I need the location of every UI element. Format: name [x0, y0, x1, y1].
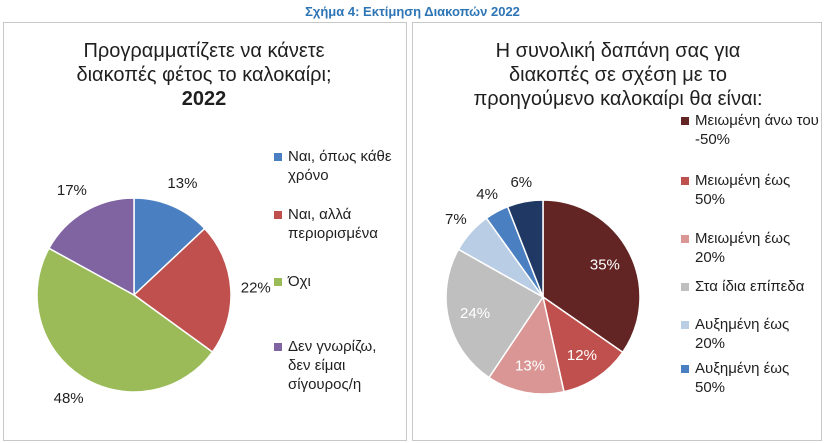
- pie-slice: [133, 197, 206, 297]
- pie-slice: [47, 197, 135, 297]
- chart-title: Προγραμματίζετε να κάνετε διακοπές φέτος…: [74, 39, 334, 111]
- data-label: 13%: [515, 358, 545, 375]
- legend-swatch: [681, 321, 689, 329]
- figure-title: Σχήμα 4: Εκτίμηση Διακοπών 2022: [305, 4, 520, 19]
- legend-swatch: [681, 117, 689, 125]
- pie-chart-spending: 35% 12% 13% 24% 7% 4% 6%: [445, 174, 641, 395]
- pie-slice: [541, 295, 624, 393]
- legend-swatch: [274, 211, 282, 219]
- pie-slice: [36, 247, 214, 393]
- data-label: 35%: [590, 257, 620, 274]
- legend-label: Στα ίδια επίπεδα: [695, 278, 805, 295]
- data-label: 48%: [54, 390, 84, 407]
- pie-slice: [445, 248, 545, 379]
- data-label: 6%: [510, 174, 532, 191]
- pie-slice: [542, 199, 641, 354]
- pie-slice: [506, 199, 544, 298]
- legend-label: Μειωμένη έως 20%: [695, 230, 791, 266]
- legend-label: Αυξημένη έως 50%: [695, 360, 790, 396]
- chart-subtitle: 2022: [181, 88, 227, 110]
- chart-title-text: Προγραμματίζετε να κάνετε διακοπές φέτος…: [76, 40, 332, 86]
- chart-panel-vacation-plans: Προγραμματίζετε να κάνετε διακοπές φέτος…: [3, 22, 407, 441]
- legend-swatch: [274, 278, 282, 286]
- legend-label: Ναι, όπως κάθε χρόνο: [288, 148, 392, 184]
- data-label: 24%: [460, 305, 490, 322]
- data-label: 12%: [567, 347, 597, 364]
- pie-slice: [487, 295, 565, 395]
- legend-swatch: [274, 153, 282, 161]
- chart-panel-spending: Η συνολική δαπάνη σας για διακοπές σε σχ…: [412, 22, 822, 441]
- legend-label: Μειωμένη έως 50%: [695, 172, 791, 208]
- legend-label: Ναι, αλλά περιορισμένα: [288, 206, 378, 242]
- data-label: 17%: [57, 182, 87, 199]
- legend-swatch: [274, 343, 282, 351]
- data-label: 13%: [167, 175, 197, 192]
- chart-title: Η συνολική δαπάνη σας για διακοπές σε σχ…: [473, 40, 763, 110]
- pie-slice: [132, 227, 232, 354]
- pie-chart-vacation-plans: 13% 22% 48% 17%: [36, 175, 271, 407]
- legend-swatch: [681, 283, 689, 291]
- data-label: 7%: [445, 211, 467, 228]
- legend-swatch: [681, 235, 689, 243]
- legend-label: Μειωμένη άνω του -50%: [695, 112, 819, 148]
- data-label: 22%: [241, 279, 271, 296]
- legend-swatch: [681, 177, 689, 185]
- legend-label: Δεν γνωρίζω, δεν είμαι σίγουρος/η: [288, 338, 377, 393]
- legend-label: Αυξημένη έως 20%: [695, 316, 790, 352]
- legend-swatch: [681, 365, 689, 373]
- data-label: 4%: [476, 186, 498, 203]
- legend-label: Όχι: [288, 273, 311, 290]
